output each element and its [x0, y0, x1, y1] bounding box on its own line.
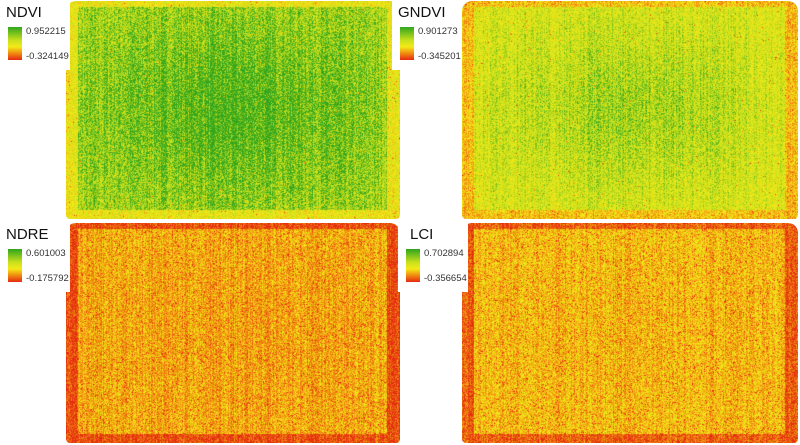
color-ramp — [8, 249, 22, 282]
color-ramp — [8, 27, 22, 60]
legend-title: GNDVI — [398, 4, 446, 21]
legend-min: -0.175792 — [26, 273, 69, 284]
lci-map — [462, 223, 798, 443]
legend-title: LCI — [410, 226, 434, 243]
legend-max: 0.952215 — [26, 26, 66, 37]
legend-min: -0.324149 — [26, 51, 69, 62]
lci-legend: LCI 0.702894 -0.356654 — [398, 222, 468, 292]
legend-min: -0.345201 — [418, 51, 461, 62]
gndvi-map — [462, 1, 798, 219]
legend-max: 0.702894 — [424, 248, 464, 259]
ndvi-legend: NDVI 0.952215 -0.324149 — [0, 0, 70, 70]
legend-min: -0.356654 — [424, 273, 467, 284]
color-ramp — [400, 27, 414, 60]
ndvi-map — [66, 1, 400, 219]
legend-max: 0.901273 — [418, 26, 458, 37]
legend-max: 0.601003 — [26, 248, 66, 259]
ndre-legend: NDRE 0.601003 -0.175792 — [0, 222, 70, 292]
ndre-map — [66, 223, 400, 443]
gndvi-legend: GNDVI 0.901273 -0.345201 — [392, 0, 462, 70]
legend-title: NDVI — [6, 4, 42, 21]
legend-title: NDRE — [6, 226, 49, 243]
color-ramp — [406, 249, 420, 282]
